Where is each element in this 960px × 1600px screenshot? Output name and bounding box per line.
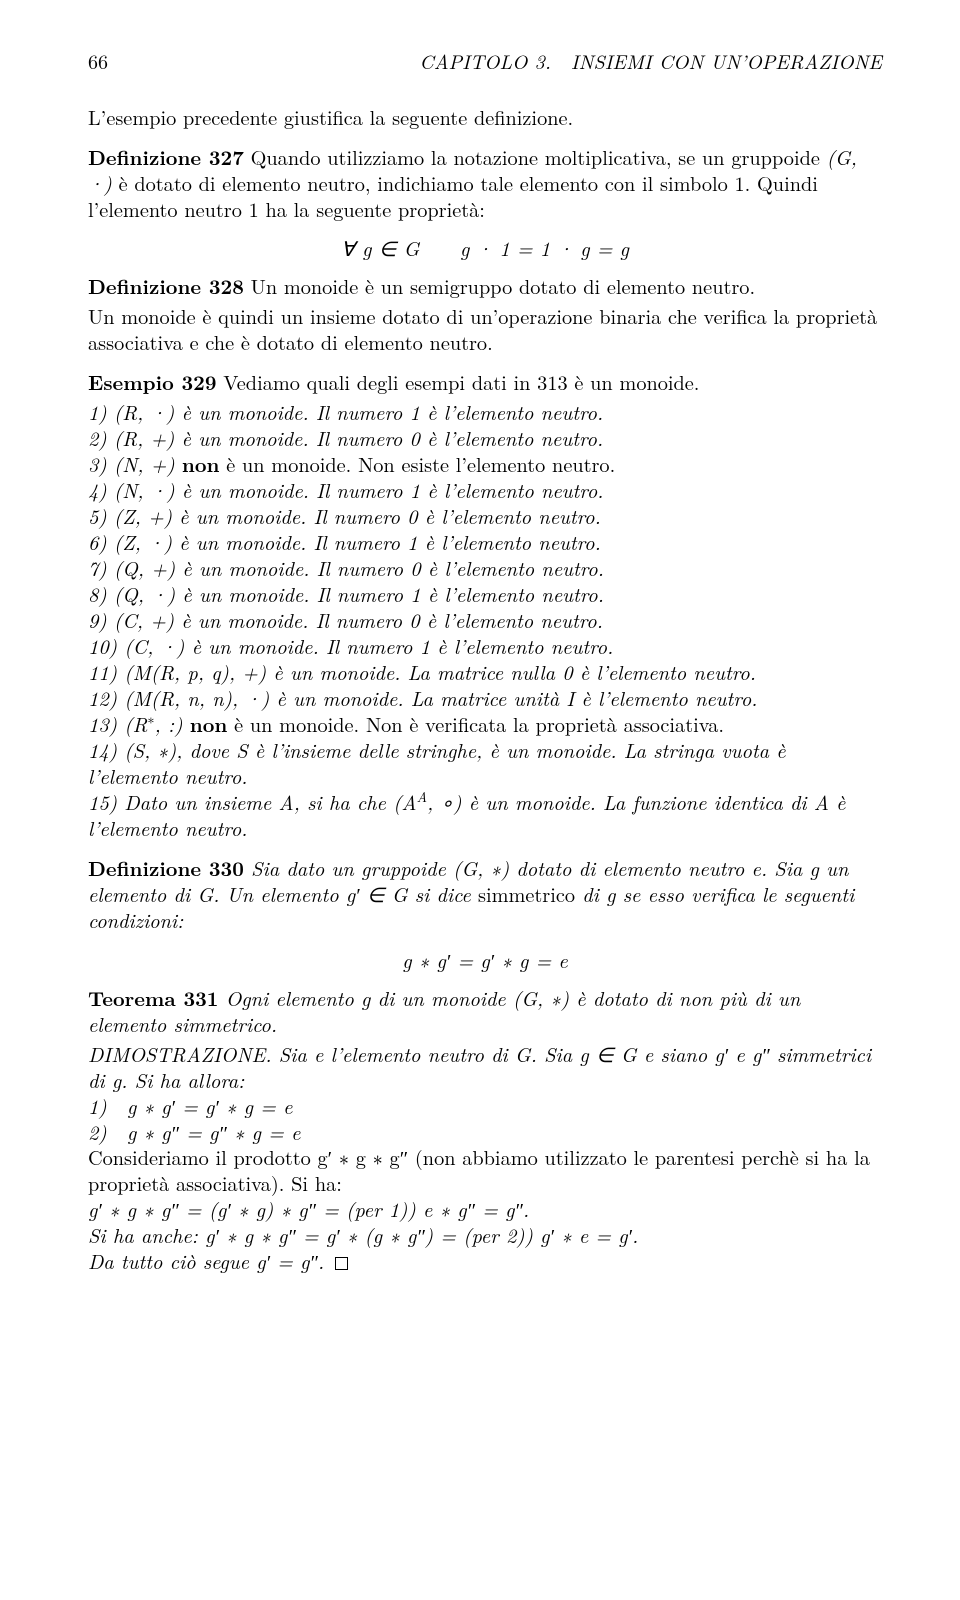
theorem-331: Teorema 331 Ogni elemento g di un monoid… <box>88 985 882 1037</box>
example-item: 13) (R∗, :) non è un monoide. Non è veri… <box>88 711 882 737</box>
example-item: 11) (M(R, p, q), +) è un monoide. La mat… <box>88 659 882 685</box>
example-item-post: è un monoide. Non esiste l’elemento neut… <box>219 449 615 478</box>
example-329-intro: Esempio 329 Vediamo quali degli esempi d… <box>88 369 882 395</box>
example-item: 15) Dato un insieme A, si ha che (AA, ∘)… <box>88 789 882 841</box>
proof-line: Si ha anche: g′ ∗ g ∗ g″ = g′ ∗ (g ∗ g″)… <box>88 1222 882 1248</box>
example-item: 1) (R, ·) è un monoide. Il numero 1 è l’… <box>88 399 882 425</box>
proof-line: 1) g ∗ g′ = g′ ∗ g = e <box>88 1093 882 1119</box>
running-head: 66 CAPITOLO 3. INSIEMI CON UN’OPERAZIONE <box>88 48 882 74</box>
definition-label: Definizione 330 <box>88 853 244 882</box>
definition-body: Un monoide è un semigruppo dotato di ele… <box>244 271 755 300</box>
example-item: 6) (Z, ·) è un monoide. Il numero 1 è l’… <box>88 529 882 555</box>
proof-conclusion: Da tutto ciò segue g′ = g″. <box>88 1246 324 1275</box>
def327-equation: ∀ g ∈ G g · 1 = 1 · g = g <box>88 235 882 261</box>
example-item-non: non <box>182 449 220 478</box>
example-item: 10) (C, ·) è un monoide. Il numero 1 è l… <box>88 633 882 659</box>
monoide-followup: Un monoide è quindi un insieme dotato di… <box>88 303 882 355</box>
definition-body-a: Quando utilizziamo la notazione moltipli… <box>244 142 827 171</box>
example-item-13a: 13) (R <box>88 709 147 738</box>
example-item: 14) (S, ∗), dove S è l’insieme delle str… <box>88 737 882 789</box>
def330-sym: simmetrico <box>478 879 575 908</box>
definition-330: Definizione 330 Sia dato un gruppoide (G… <box>88 855 882 933</box>
superscript-A: A <box>417 787 428 807</box>
example-item-13c: è un monoide. Non è verificata la propri… <box>227 709 724 738</box>
page-number: 66 <box>88 48 108 74</box>
example-label: Esempio 329 <box>88 367 217 396</box>
definition-body-b: è dotato di elemento neutro, indichiamo … <box>88 168 818 223</box>
example-item: 8) (Q, ·) è un monoide. Il numero 1 è l’… <box>88 581 882 607</box>
example-item: 4) (N, ·) è un monoide. Il numero 1 è l’… <box>88 477 882 503</box>
proof-last-line: Da tutto ciò segue g′ = g″. <box>88 1248 882 1274</box>
example-item: 5) (Z, +) è un monoide. Il numero 0 è l’… <box>88 503 882 529</box>
page: 66 CAPITOLO 3. INSIEMI CON UN’OPERAZIONE… <box>0 0 960 1600</box>
def330-equation: g ∗ g′ = g′ ∗ g = e <box>88 947 882 973</box>
example-item-15a: 15) Dato un insieme A, si ha che (A <box>88 787 417 816</box>
example-item-non: non <box>190 709 228 738</box>
proof-line: Consideriamo il prodotto g′ ∗ g ∗ g″ (no… <box>88 1144 882 1196</box>
example-item-pre: 3) (N, +) <box>88 449 182 478</box>
proof-line: 2) g ∗ g″ = g″ ∗ g = e <box>88 1119 882 1145</box>
example-item: 12) (M(R, n, n), ·) è un monoide. La mat… <box>88 685 882 711</box>
definition-328: Definizione 328 Un monoide è un semigrup… <box>88 273 882 299</box>
definition-327: Definizione 327 Quando utilizziamo la no… <box>88 144 882 222</box>
example-item-13b: , :) <box>154 709 189 738</box>
definition-label: Definizione 328 <box>88 271 244 300</box>
proof-line: g′ ∗ g ∗ g″ = (g′ ∗ g) ∗ g″ = (per 1)) e… <box>88 1196 882 1222</box>
example-intro: Vediamo quali degli esempi dati in 313 è… <box>217 367 700 396</box>
running-head-right: CAPITOLO 3. INSIEMI CON UN’OPERAZIONE <box>419 48 882 74</box>
intro-line: L’esempio precedente giustifica la segue… <box>88 104 882 130</box>
example-item: 7) (Q, +) è un monoide. Il numero 0 è l’… <box>88 555 882 581</box>
qed-icon <box>335 1257 348 1270</box>
example-item: 2) (R, +) è un monoide. Il numero 0 è l’… <box>88 425 882 451</box>
proof-line: DIMOSTRAZIONE. Sia e l’elemento neutro d… <box>88 1041 882 1093</box>
example-item: 9) (C, +) è un monoide. Il numero 0 è l’… <box>88 607 882 633</box>
example-item: 3) (N, +) non è un monoide. Non esiste l… <box>88 451 882 477</box>
definition-label: Definizione 327 <box>88 142 244 171</box>
theorem-label: Teorema 331 <box>88 983 218 1012</box>
